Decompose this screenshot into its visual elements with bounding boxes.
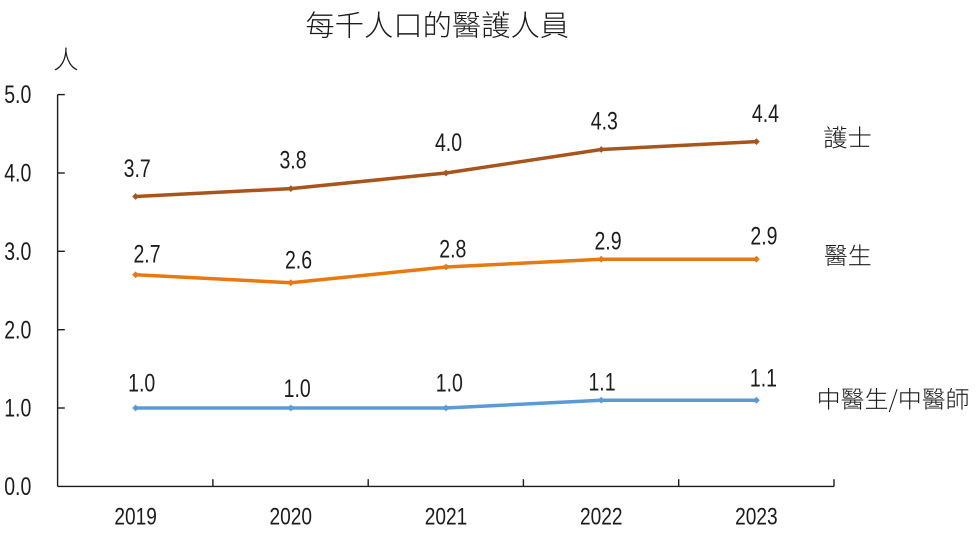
svg-text:1.0: 1.0 — [436, 369, 463, 397]
svg-text:5.0: 5.0 — [4, 81, 31, 109]
svg-text:2022: 2022 — [580, 502, 623, 530]
svg-text:2019: 2019 — [114, 502, 157, 530]
svg-text:4.4: 4.4 — [752, 100, 779, 128]
svg-text:2.7: 2.7 — [133, 240, 160, 268]
svg-text:2023: 2023 — [735, 502, 778, 530]
svg-text:2020: 2020 — [270, 502, 313, 530]
svg-text:1.0: 1.0 — [128, 369, 155, 397]
svg-text:1.1: 1.1 — [588, 368, 615, 396]
svg-text:2.9: 2.9 — [750, 222, 777, 250]
svg-text:2.0: 2.0 — [4, 316, 31, 344]
svg-text:3.7: 3.7 — [124, 155, 151, 183]
svg-text:4.0: 4.0 — [4, 159, 31, 187]
svg-text:2021: 2021 — [425, 502, 468, 530]
svg-text:1.0: 1.0 — [284, 375, 311, 403]
svg-text:4.0: 4.0 — [435, 128, 462, 156]
svg-text:3.0: 3.0 — [4, 238, 31, 266]
svg-text:1.1: 1.1 — [750, 364, 777, 392]
svg-text:4.3: 4.3 — [591, 107, 618, 135]
svg-text:1.0: 1.0 — [4, 394, 31, 422]
svg-text:2.8: 2.8 — [439, 235, 466, 263]
svg-text:3.8: 3.8 — [279, 146, 306, 174]
svg-text:0.0: 0.0 — [4, 473, 31, 501]
svg-text:2.6: 2.6 — [285, 246, 312, 274]
svg-text:2.9: 2.9 — [594, 227, 621, 255]
